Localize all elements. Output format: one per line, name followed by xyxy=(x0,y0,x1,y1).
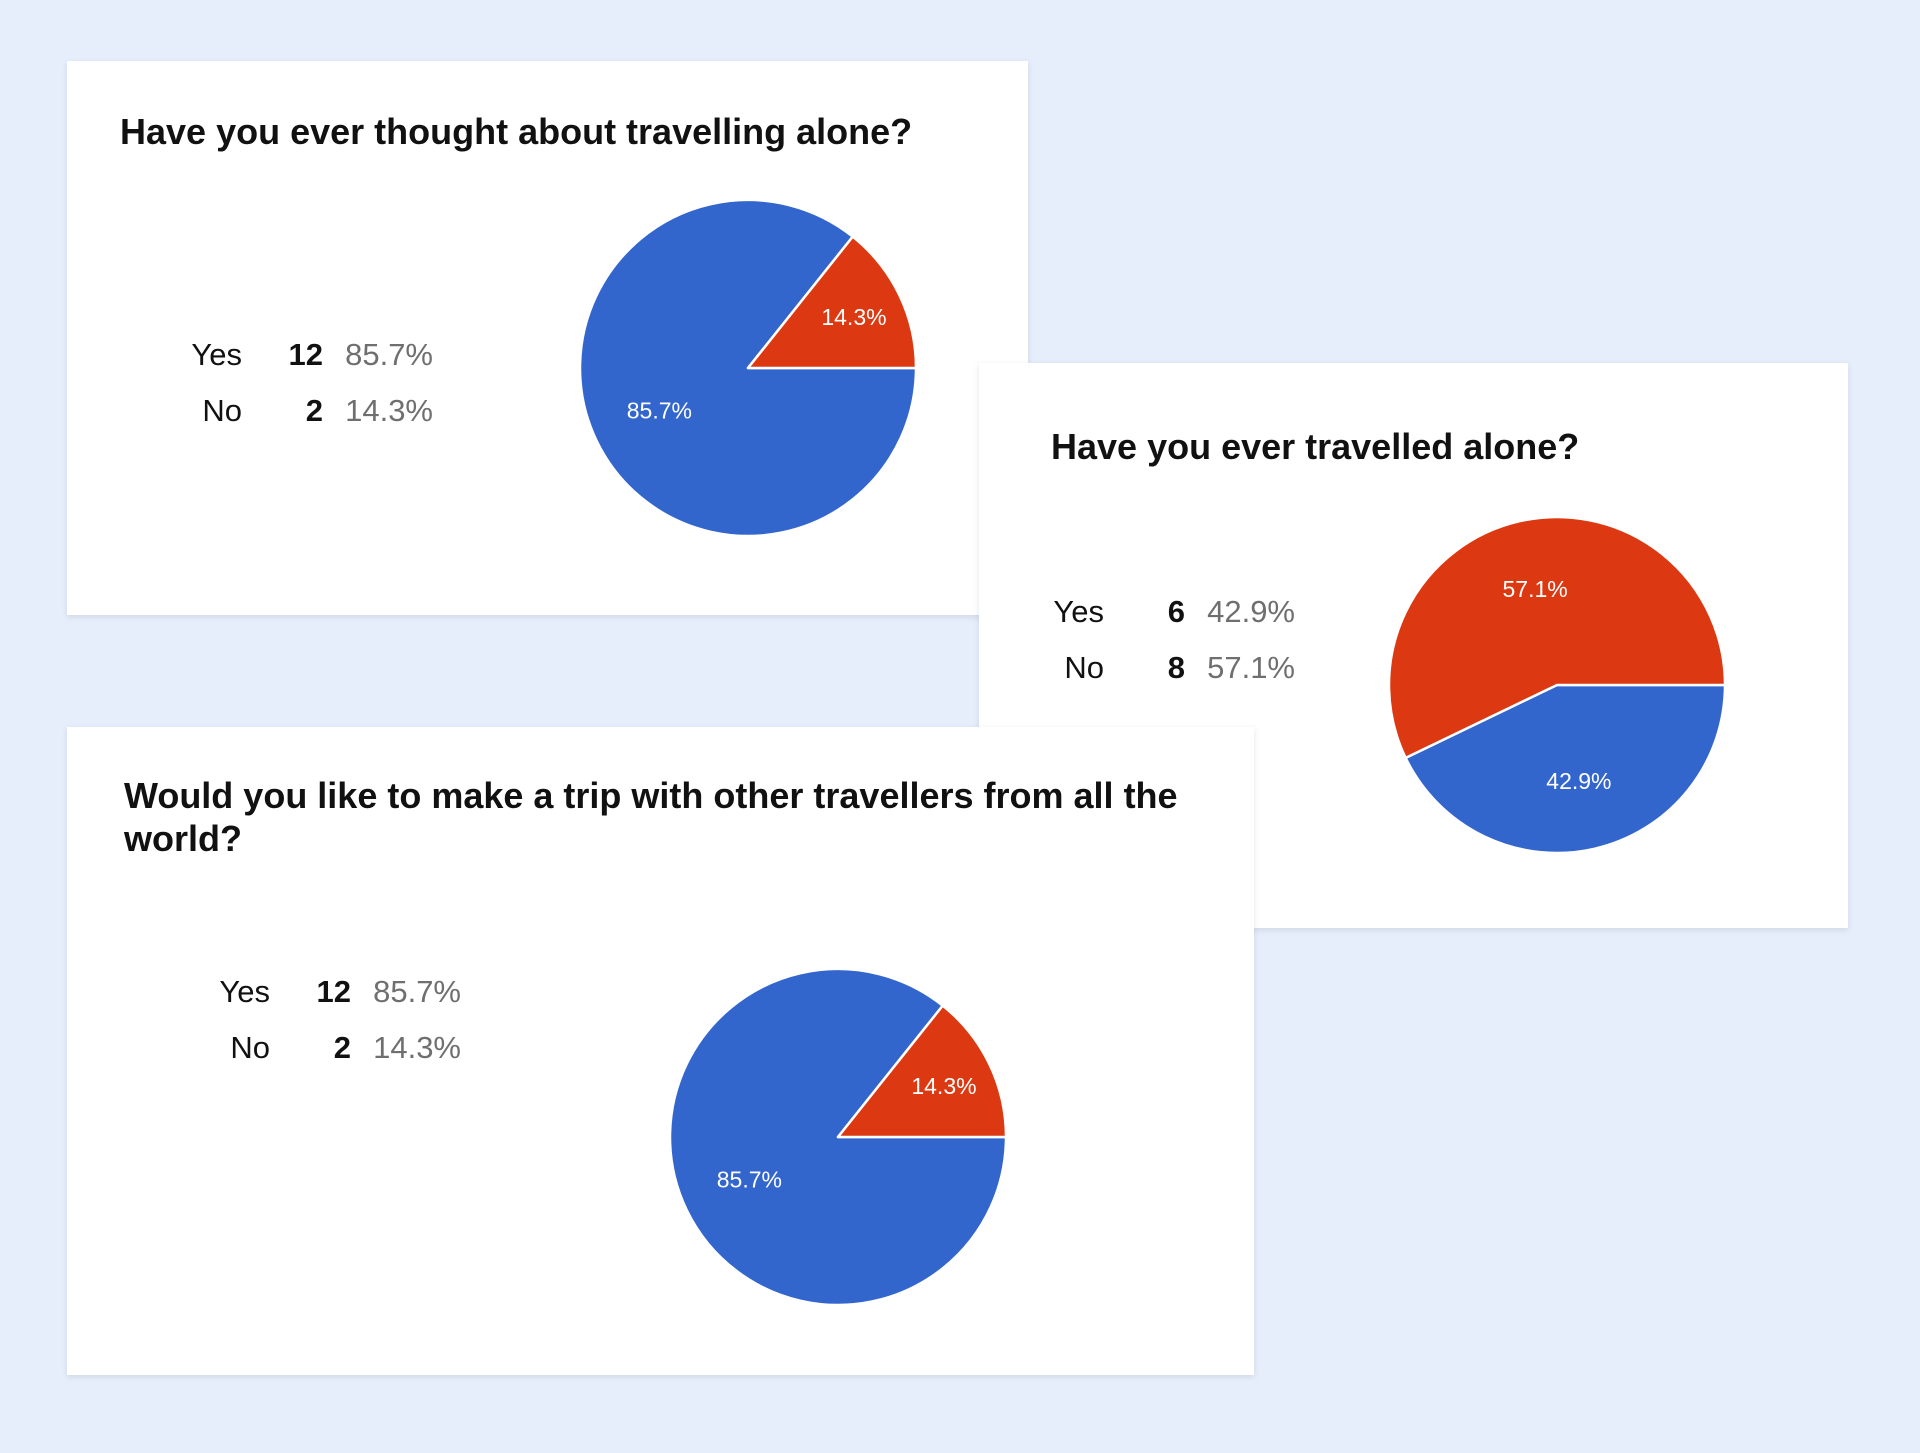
response-summary: Yes 12 85.7% No 2 14.3% xyxy=(177,327,433,439)
slice-percentage-label: 14.3% xyxy=(911,1073,976,1099)
response-summary: Yes 12 85.7% No 2 14.3% xyxy=(205,964,461,1076)
summary-row-yes: Yes 12 85.7% xyxy=(177,327,433,383)
pie-slice-no xyxy=(1387,515,1727,760)
option-label: Yes xyxy=(219,974,270,1009)
pie-chart: 85.7% 14.3% xyxy=(668,967,1008,1307)
pie-chart: 42.9% 57.1% xyxy=(1387,515,1727,855)
pie-slice-no xyxy=(836,1004,1008,1139)
survey-card-thought-travelling-alone: Have you ever thought about travelling a… xyxy=(67,61,1028,615)
survey-card-trip-with-travellers: Would you like to make a trip with other… xyxy=(67,727,1254,1375)
response-percentage: 85.7% xyxy=(345,337,433,372)
pie-slice-yes xyxy=(1404,683,1727,855)
option-label: No xyxy=(1064,650,1104,685)
summary-row-no: No 8 57.1% xyxy=(1039,640,1295,696)
pie-slice-no xyxy=(746,235,918,370)
summary-row-no: No 2 14.3% xyxy=(205,1020,461,1076)
summary-row-no: No 2 14.3% xyxy=(177,383,433,439)
response-count: 8 xyxy=(1167,650,1185,685)
question-title: Would you like to make a trip with other… xyxy=(124,775,1178,859)
summary-row-yes: Yes 6 42.9% xyxy=(1039,584,1295,640)
option-label: Yes xyxy=(1053,594,1104,629)
response-percentage: 85.7% xyxy=(373,974,461,1009)
pie-chart: 85.7% 14.3% xyxy=(578,198,918,538)
response-count: 2 xyxy=(305,393,323,428)
option-label: Yes xyxy=(191,337,242,372)
response-summary: Yes 6 42.9% No 8 57.1% xyxy=(1039,584,1295,696)
response-count: 12 xyxy=(316,974,351,1009)
slice-percentage-label: 57.1% xyxy=(1502,576,1567,602)
option-label: No xyxy=(230,1030,270,1065)
slice-percentage-label: 42.9% xyxy=(1546,768,1611,794)
option-label: No xyxy=(202,393,242,428)
question-title: Have you ever travelled alone? xyxy=(1051,426,1580,467)
slice-percentage-label: 85.7% xyxy=(627,398,692,424)
response-percentage: 42.9% xyxy=(1207,594,1295,629)
summary-row-yes: Yes 12 85.7% xyxy=(205,964,461,1020)
response-percentage: 14.3% xyxy=(373,1030,461,1065)
response-count: 6 xyxy=(1167,594,1185,629)
response-percentage: 14.3% xyxy=(345,393,433,428)
response-count: 12 xyxy=(288,337,323,372)
response-percentage: 57.1% xyxy=(1207,650,1295,685)
slice-percentage-label: 14.3% xyxy=(821,304,886,330)
question-title: Have you ever thought about travelling a… xyxy=(120,111,913,152)
response-count: 2 xyxy=(333,1030,351,1065)
slice-percentage-label: 85.7% xyxy=(717,1167,782,1193)
